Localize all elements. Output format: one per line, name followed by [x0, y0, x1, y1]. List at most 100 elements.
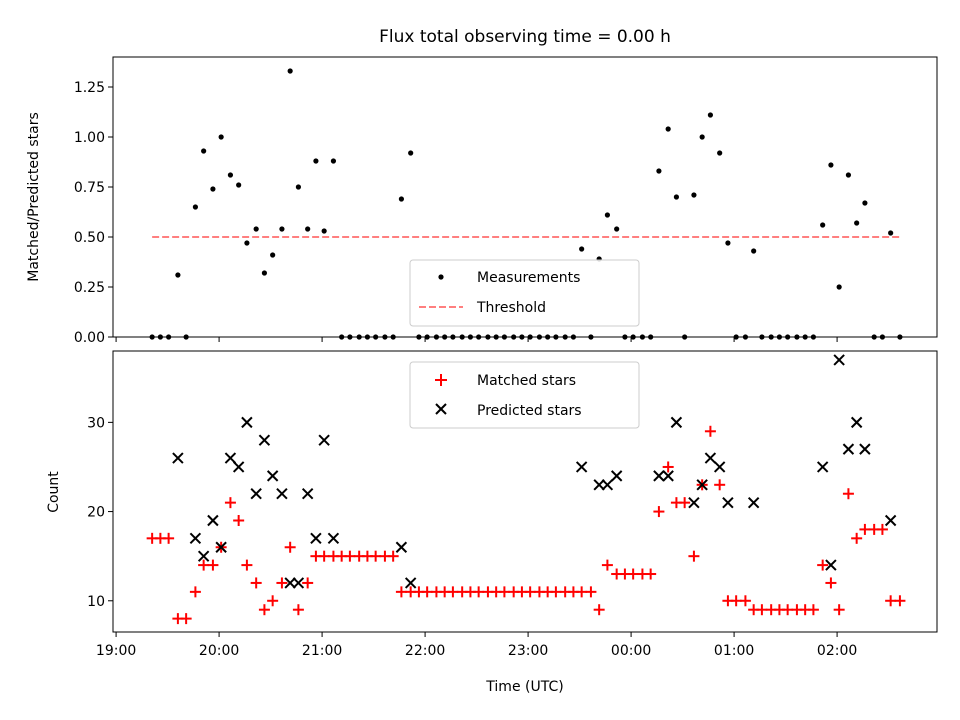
bottom-y-axis-label: Count: [46, 471, 62, 513]
matched-star-point: [756, 604, 768, 616]
matched-star-point: [782, 604, 794, 616]
predicted-star-point: [276, 488, 288, 500]
matched-star-point: [627, 568, 639, 580]
bottom-axes-frame: [112, 350, 938, 633]
top-axes-frame: [112, 56, 938, 338]
matched-star-point: [447, 586, 459, 598]
matched-star-point: [302, 577, 314, 589]
measurement-point: [828, 162, 834, 168]
predicted-star-point: [575, 461, 588, 473]
measurement-point: [717, 150, 723, 156]
matched-star-point: [662, 461, 674, 473]
predicted-star-point: [850, 416, 863, 429]
legend-threshold-label: Threshold: [476, 300, 546, 316]
predicted-star-point: [310, 532, 322, 545]
measurement-point: [398, 196, 404, 202]
legend-measurements-label: Measurements: [477, 270, 580, 286]
legend-measurements-marker: [438, 274, 444, 280]
matched-star-point: [730, 595, 742, 607]
measurement-point: [673, 194, 680, 200]
predicted-star-point: [884, 514, 897, 527]
predicted-star-point: [713, 461, 726, 473]
x-tick-label: 21:00: [302, 643, 342, 659]
matched-star-point: [250, 577, 262, 589]
measurement-point: [604, 212, 611, 218]
measurement-point: [707, 112, 714, 118]
measurement-point: [244, 240, 250, 246]
top-y-tick-label: 0.50: [74, 230, 105, 246]
measurement-point: [227, 172, 234, 178]
matched-star-point: [807, 604, 819, 616]
bottom-y-tick-label: 20: [87, 505, 105, 521]
matched-star-point: [704, 425, 716, 437]
bottom-plot-area: [146, 354, 906, 625]
measurement-point: [656, 168, 662, 174]
matched-star-point: [679, 497, 691, 509]
x-tick-label: 02:00: [817, 643, 857, 659]
top-legend: Measurements Threshold: [409, 259, 640, 327]
matched-star-point: [524, 586, 536, 598]
top-y-tick-label: 0.00: [74, 330, 105, 346]
top-panel: Flux total observing time = 0.00 h Match…: [26, 27, 938, 346]
predicted-star-point: [825, 559, 837, 571]
measurement-point: [175, 272, 181, 278]
predicted-star-point: [189, 532, 202, 545]
predicted-star-point: [653, 470, 665, 482]
bottom-y-tick-label: 10: [87, 594, 105, 610]
predicted-star-point: [722, 496, 734, 509]
matched-star-point: [198, 559, 210, 571]
measurement-point: [614, 226, 620, 232]
matched-star-point: [276, 577, 288, 589]
matched-star-point: [851, 532, 863, 544]
legend-matched-marker: [435, 374, 447, 386]
matched-star-point: [833, 604, 845, 616]
matched-star-point: [550, 586, 562, 598]
predicted-star-point: [172, 452, 184, 464]
predicted-star-point: [842, 443, 855, 455]
predicted-star-point: [292, 577, 305, 589]
matched-star-point: [473, 586, 485, 598]
x-tick-label: 19:00: [96, 643, 136, 659]
measurement-point: [313, 158, 319, 164]
predicted-star-point: [404, 577, 417, 589]
x-tick-label: 23:00: [508, 643, 548, 659]
matched-star-point: [258, 604, 270, 616]
top-y-ticks: 0.00 0.25 0.50 0.75 1.00 1.25: [74, 80, 113, 346]
x-tick-label: 20:00: [199, 643, 239, 659]
measurement-point: [287, 68, 293, 74]
measurement-point: [210, 186, 216, 192]
matched-star-point: [267, 595, 279, 607]
predicted-star-point: [241, 416, 253, 429]
matched-star-point: [395, 586, 407, 598]
measurement-point: [725, 240, 731, 246]
matched-star-point: [842, 488, 854, 500]
matched-star-point: [576, 586, 588, 598]
predicted-star-point: [662, 470, 674, 482]
measurement-point: [279, 226, 285, 232]
measurement-point: [665, 126, 671, 132]
predicted-star-point: [704, 452, 717, 464]
top-legend-box: [409, 259, 640, 327]
x-tick-label: 01:00: [714, 643, 754, 659]
x-tick-label: 00:00: [611, 643, 651, 659]
predicted-star-point: [197, 550, 210, 562]
matched-star-point: [180, 613, 192, 625]
legend-predicted-marker: [435, 403, 447, 415]
predicted-star-point: [284, 577, 296, 589]
bottom-legend-box: [409, 361, 640, 429]
top-y-tick-label: 0.25: [74, 280, 105, 296]
predicted-star-point: [215, 541, 227, 553]
measurement-point: [408, 150, 414, 156]
measurement-point: [253, 226, 259, 232]
measurement-point: [579, 246, 585, 252]
x-axis-label: Time (UTC): [485, 679, 563, 695]
bottom-y-tick-label: 30: [87, 415, 105, 431]
x-tick-label: 22:00: [405, 643, 445, 659]
matched-star-point: [387, 550, 399, 562]
predicted-star-point: [266, 470, 279, 482]
predicted-star-point: [327, 532, 340, 545]
measurement-point: [888, 230, 894, 236]
matched-star-point: [688, 550, 700, 562]
measurement-point: [699, 134, 705, 140]
